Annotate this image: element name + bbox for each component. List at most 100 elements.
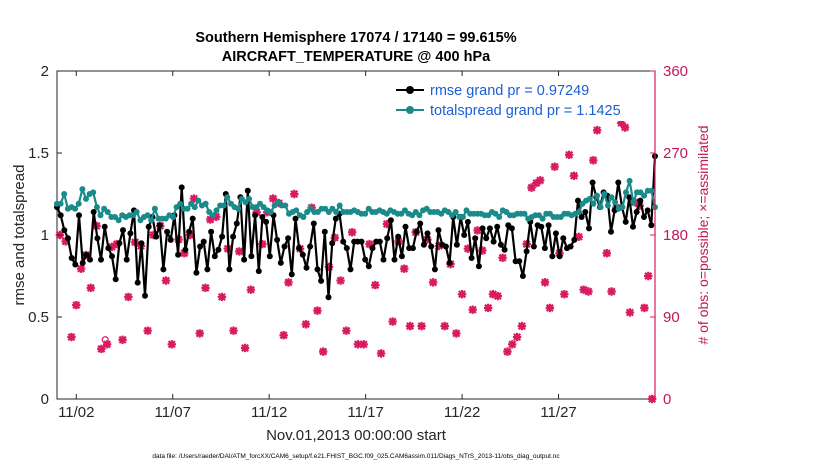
series-0-point-16	[112, 276, 119, 283]
obs-assimilated-point-71	[457, 290, 467, 299]
series-0-point-6	[76, 212, 82, 219]
series-0-point-161	[644, 207, 651, 214]
obs-assimilated-point-16	[143, 326, 152, 335]
series-0-point-140	[567, 243, 574, 250]
series-0-point-47	[226, 266, 233, 273]
series-1-point-1	[57, 200, 64, 207]
series-1-point-12	[97, 212, 104, 219]
series-0-point-60	[274, 236, 281, 243]
y-right-tick-label-2: 180	[663, 227, 688, 244]
series-0-point-27	[153, 233, 160, 240]
series-0-point-99	[417, 220, 424, 227]
series-1-point-85	[362, 210, 369, 217]
obs-assimilated-point-17	[149, 230, 158, 240]
series-0-point-3	[65, 235, 71, 242]
series-1-point-7	[79, 186, 86, 193]
legend-spread-marker	[406, 106, 414, 114]
obs-assimilated-point-1	[61, 237, 70, 246]
series-1-point-46	[220, 202, 227, 209]
series-0-point-128	[523, 248, 530, 255]
obs-assimilated-point-55	[365, 239, 374, 249]
obs-assimilated-point-110	[644, 271, 653, 281]
obs-assimilated-point-90	[550, 162, 559, 171]
series-1-point-122	[496, 214, 503, 220]
series-0-point-98	[413, 228, 420, 235]
series-1-point-158	[626, 177, 633, 184]
series-0-point-157	[630, 223, 636, 230]
series-1-point-26	[148, 217, 155, 224]
obs-assimilated-point-40	[279, 331, 288, 340]
series-0-point-54	[252, 212, 259, 219]
series-0-point-57	[263, 218, 270, 225]
obs-assimilated-point-65	[423, 235, 432, 244]
obs-assimilated-point-67	[434, 241, 444, 251]
series-0-point-90	[384, 235, 391, 242]
chart-title-line1: Southern Hemisphere 17074 / 17140 = 99.6…	[195, 30, 516, 46]
series-1-point-156	[619, 204, 626, 211]
obs-assimilated-point-32	[235, 247, 244, 256]
series-0-point-40	[200, 238, 207, 245]
obs-assimilated-point-96	[579, 285, 588, 294]
y-axis-left-label: rmse and totalspread	[11, 165, 28, 306]
obs-assimilated-point-94	[569, 171, 579, 180]
series-0-point-117	[483, 235, 490, 242]
obs-assimilated-point-58	[382, 219, 392, 229]
series-0-point-130	[530, 243, 537, 250]
axes-layer: 0 0.5 1 1.5 2 0 90 180 270 360 11/02 11/07 11/12 11/1…	[28, 63, 688, 421]
series-0-point-63	[285, 235, 292, 242]
obs-assimilated-point-87	[536, 176, 545, 185]
obs-assimilated-point-73	[468, 305, 477, 314]
obs-assimilated-point-82	[512, 332, 522, 342]
obs-assimilated-point-78	[493, 291, 502, 301]
y-right-tick-label-3: 270	[663, 145, 688, 162]
series-0-point-13	[101, 223, 108, 230]
obs-assimilated-point-3	[72, 300, 81, 310]
obs-assimilated-point-104	[617, 118, 626, 128]
series-0-point-28	[156, 222, 163, 229]
series-0-point-18	[120, 227, 126, 234]
obs-assimilated-point-95	[574, 232, 584, 242]
series-0-point-55	[255, 268, 262, 275]
y-left-tick-label-2: 1	[41, 227, 49, 244]
series-0-point-5	[72, 261, 79, 268]
chart-title-line2: AIRCRAFT_TEMPERATURE @ 400 hPa	[222, 49, 491, 65]
series-0-point-30	[164, 228, 171, 235]
series-0-point-49	[233, 220, 240, 227]
series-1-point-59	[267, 209, 274, 215]
obs-assimilated-point-52	[347, 228, 357, 237]
series-0-point-144	[582, 209, 589, 215]
series-1-point-134	[539, 215, 546, 222]
series-0-point-135	[549, 253, 556, 260]
series-0-point-65	[292, 215, 299, 222]
obs-assimilated-point-68	[440, 321, 449, 331]
obs-assimilated-point-70	[452, 329, 461, 338]
series-1-point-43	[209, 212, 216, 219]
series-1-point-147	[586, 195, 593, 202]
series-0-point-132	[538, 223, 545, 230]
series-1-point-78	[336, 202, 343, 209]
series-0-point-112	[464, 218, 471, 225]
obs-assimilated-point-105	[620, 123, 630, 132]
series-1-point-47	[224, 194, 231, 201]
obs-assimilated-point-4	[76, 264, 86, 273]
obs-assimilated-point-74	[473, 226, 482, 235]
series-1-point-148	[590, 200, 597, 207]
obs-assimilated-point-86	[532, 178, 541, 188]
series-0-point-12	[98, 256, 104, 263]
obs-assimilated-point-36	[258, 239, 267, 249]
obs-assimilated-point-99	[592, 126, 602, 135]
series-0-point-34	[178, 184, 185, 191]
series-0-point-64	[288, 271, 295, 278]
series-0-point-83	[358, 238, 365, 245]
obs-assimilated-point-72	[463, 244, 473, 253]
series-0-point-88	[376, 238, 383, 245]
series-0-point-136	[552, 230, 559, 237]
obs-assimilated-point-9	[102, 340, 112, 349]
obs-assimilated-point-49	[330, 233, 339, 242]
obs-assimilated-point-64	[417, 321, 426, 331]
series-1-point-157	[623, 189, 629, 196]
series-0-point-92	[391, 256, 398, 263]
obs-assimilated-point-27	[206, 215, 215, 224]
series-0-point-52	[244, 187, 251, 194]
